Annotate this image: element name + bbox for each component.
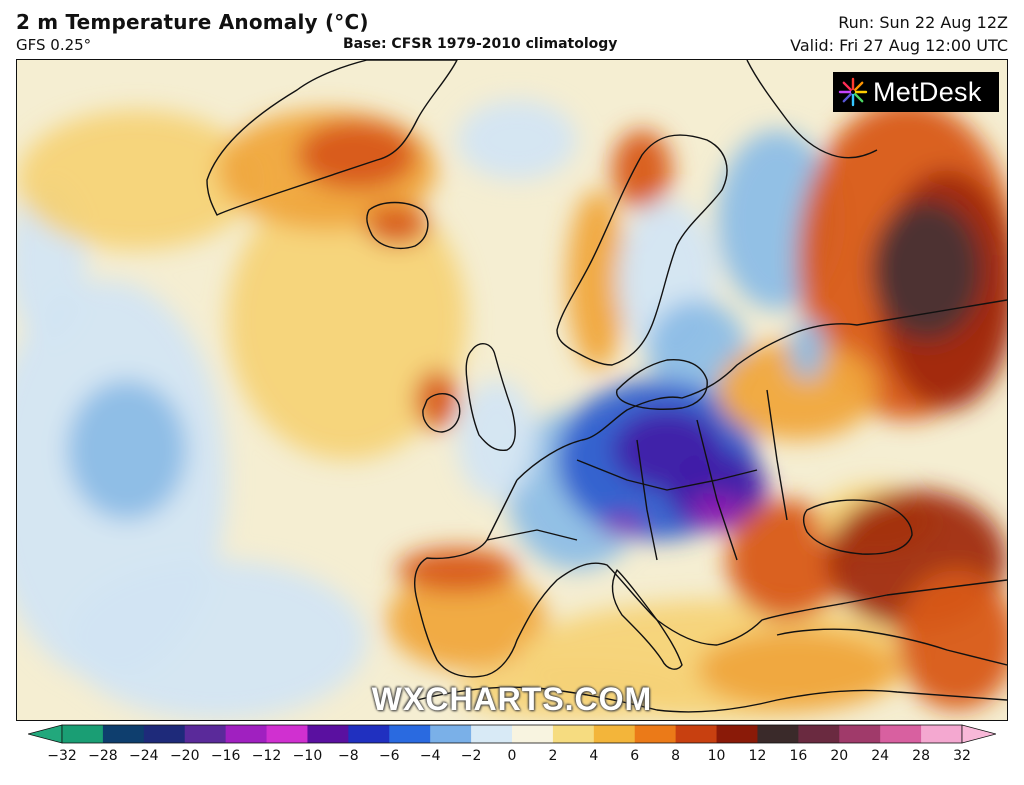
metdesk-star-icon <box>833 72 873 112</box>
colorbar-segment <box>430 725 472 743</box>
colorbar-tick-label: −6 <box>378 748 400 764</box>
colorbar-tick-label: −28 <box>88 748 118 764</box>
colorbar-left-cap <box>28 724 63 744</box>
colorbar-segment <box>389 725 431 743</box>
colorbar-segment <box>266 725 308 743</box>
colorbar-segment <box>798 725 840 743</box>
colorbar-tick-label: 10 <box>707 748 726 764</box>
colorbar-tick-label: 20 <box>830 748 849 764</box>
colorbar-segment <box>62 725 104 743</box>
colorbar-segment <box>552 725 595 743</box>
colorbar-tick-label: −24 <box>129 748 159 764</box>
colorbar-tick-label: −4 <box>419 748 441 764</box>
colorbar-segment <box>184 725 227 743</box>
colorbar-ticks: −32 −28 −24 −20 −16 −12 −10 −8 −6 −4 −2 0 2 4 6 8 10 12 16… <box>0 748 1024 772</box>
colorbar-segment <box>634 725 677 743</box>
colorbar-tick-label: 6 <box>630 748 640 764</box>
colorbar <box>28 724 996 744</box>
colorbar-tick-label: −16 <box>210 748 241 764</box>
colorbar-tick-label: −2 <box>460 748 482 764</box>
colorbar-segment <box>675 725 718 743</box>
colorbar-segment <box>593 725 636 743</box>
colorbar-segment <box>471 725 513 743</box>
colorbar-tick-label: −12 <box>251 748 282 764</box>
colorbar-segment <box>880 725 922 743</box>
colorbar-tick-label: 0 <box>507 748 517 764</box>
colorbar-tick-label: 4 <box>589 748 599 764</box>
colorbar-segment <box>143 725 186 743</box>
metdesk-logo-text: MetDesk <box>873 76 982 107</box>
colorbar-segment <box>348 725 390 743</box>
colorbar-right-cap <box>961 724 996 744</box>
colorbar-segment <box>102 725 145 743</box>
colorbar-tick-label: −20 <box>169 748 200 764</box>
metdesk-logo: MetDesk <box>833 72 999 112</box>
colorbar-tick-label: 16 <box>789 748 808 764</box>
colorbar-segment <box>225 725 268 743</box>
colorbar-segment <box>921 725 963 743</box>
colorbar-segment <box>757 725 799 743</box>
model-label: GFS 0.25° <box>16 36 92 54</box>
temperature-anomaly-map[interactable]: MetDesk WXCHARTS.COM <box>16 59 1008 721</box>
colorbar-segment <box>512 725 554 743</box>
wxcharts-watermark: WXCHARTS.COM <box>371 681 653 717</box>
colorbar-segment <box>839 725 881 743</box>
colorbar-tick-label: 24 <box>871 748 890 764</box>
valid-label: Valid: Fri 27 Aug 12:00 UTC <box>790 36 1008 55</box>
colorbar-tick-label: 8 <box>671 748 681 764</box>
map-title: 2 m Temperature Anomaly (°C) <box>16 10 369 34</box>
colorbar-segment <box>716 725 758 743</box>
run-label: Run: Sun 22 Aug 12Z <box>838 13 1008 32</box>
colorbar-tick-label: 28 <box>912 748 930 764</box>
colorbar-segment <box>307 725 349 743</box>
colorbar-tick-label: 32 <box>953 748 971 764</box>
map-canvas <box>17 60 1007 720</box>
colorbar-tick-label: 12 <box>748 748 767 764</box>
colorbar-tick-label: −8 <box>338 748 359 764</box>
colorbar-segments <box>61 724 963 744</box>
base-label: Base: CFSR 1979-2010 climatology <box>343 36 618 52</box>
colorbar-tick-label: −10 <box>292 748 323 764</box>
colorbar-tick-label: 2 <box>548 748 558 764</box>
colorbar-tick-label: −32 <box>47 748 77 764</box>
